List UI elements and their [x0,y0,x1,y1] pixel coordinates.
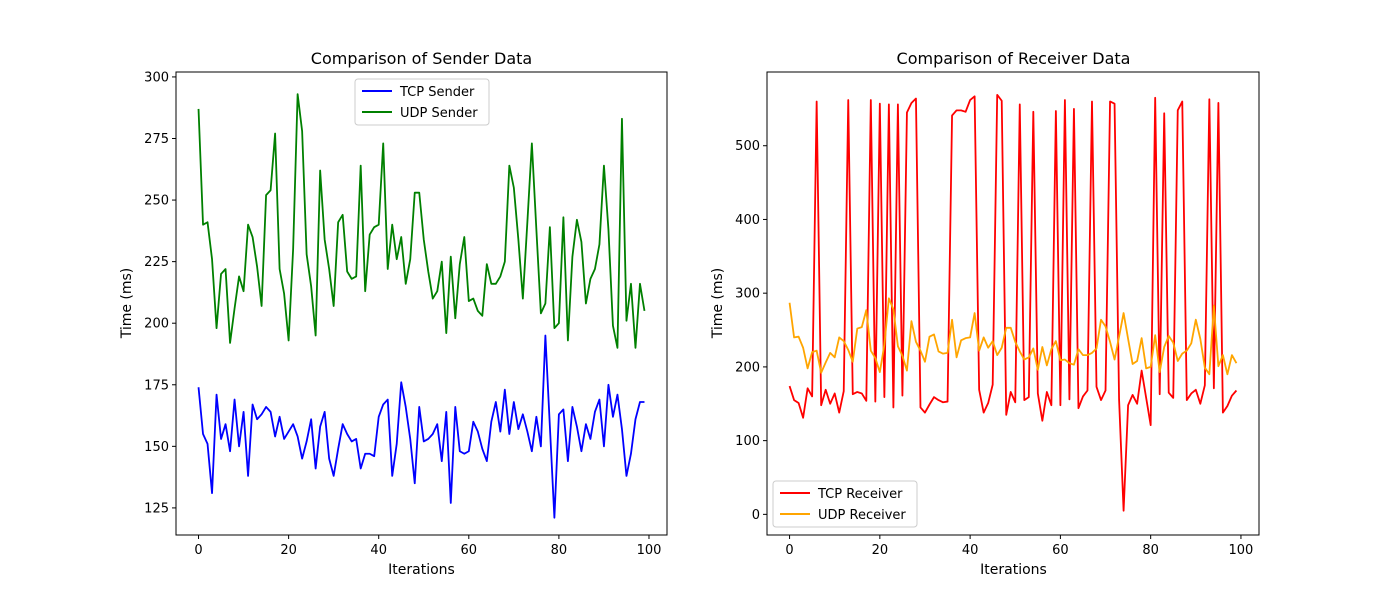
sender-ytick-label: 275 [144,132,169,147]
sender-legend-label-udp: UDP Sender [400,106,478,121]
sender-chart-frame [175,71,668,536]
sender-legend-label-tcp: TCP Sender [399,85,475,100]
receiver-ytick-label: 100 [735,434,760,449]
receiver-legend-label-tcp: TCP Receiver [817,487,903,502]
series-line-udp-sender [197,93,646,349]
sender-xtick-label: 20 [280,543,297,558]
sender-ytick-label: 125 [144,501,169,516]
sender-xtick-label: 60 [461,543,478,558]
sender-chart-legend: TCP Sender UDP Sender [354,78,490,126]
receiver-chart-legend: TCP Receiver UDP Receiver [772,480,918,528]
sender-ytick-label: 250 [144,194,169,209]
receiver-legend-label-udp: UDP Receiver [818,508,906,523]
receiver-chart-frame [766,71,1260,536]
series-line-tcp-sender [197,334,645,519]
sender-ytick-label: 200 [144,317,169,332]
sender-xtick-label: 0 [194,543,202,558]
sender-xtick-label: 80 [551,543,568,558]
receiver-ytick-label: 500 [735,139,760,154]
receiver-chart-lines [788,93,1238,512]
sender-xtick-label: 100 [637,543,662,558]
receiver-chart-ylabel: Time (ms) [710,268,726,340]
sender-ytick-label: 150 [144,440,169,455]
sender-ytick-label: 175 [144,378,169,393]
sender-chart: Comparison of Sender Data Iterations Tim… [119,49,668,578]
receiver-chart-title: Comparison of Receiver Data [897,49,1131,68]
receiver-xtick-label: 20 [872,543,889,558]
receiver-xtick-label: 40 [962,543,979,558]
sender-ytick-label: 225 [144,255,169,270]
receiver-xtick-label: 80 [1142,543,1159,558]
sender-chart-ylabel: Time (ms) [119,268,135,340]
receiver-ytick-label: 300 [735,287,760,302]
receiver-ytick-label: 0 [752,508,760,523]
sender-xtick-label: 40 [370,543,387,558]
sender-ytick-label: 300 [144,70,169,85]
receiver-xtick-label: 60 [1052,543,1069,558]
receiver-chart-ticks: 0 20 40 60 80 100 0 100 200 300 400 500 [735,139,1253,558]
receiver-ytick-label: 400 [735,213,760,228]
series-line-udp-receiver [788,297,1238,376]
receiver-ytick-label: 200 [735,360,760,375]
sender-chart-lines [197,93,646,519]
receiver-chart: Comparison of Receiver Data Iterations T… [710,49,1260,578]
series-line-tcp-receiver [788,93,1238,512]
sender-chart-xlabel: Iterations [388,562,455,578]
receiver-xtick-label: 100 [1229,543,1254,558]
receiver-chart-xlabel: Iterations [980,562,1047,578]
sender-chart-title: Comparison of Sender Data [311,49,532,68]
sender-chart-ticks: 0 20 40 60 80 100 125 150 175 200 225 250 275 300 [144,70,661,558]
receiver-xtick-label: 0 [785,543,793,558]
